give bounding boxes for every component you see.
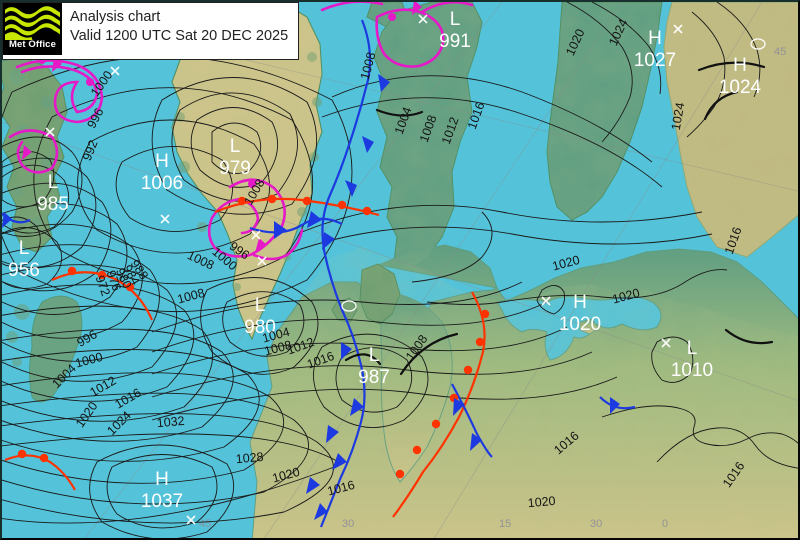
svg-text:45: 45 bbox=[774, 46, 786, 58]
svg-text:L: L bbox=[255, 295, 266, 316]
svg-text:30: 30 bbox=[590, 518, 602, 530]
svg-text:0: 0 bbox=[662, 518, 668, 530]
svg-text:H: H bbox=[733, 55, 747, 76]
svg-text:H: H bbox=[155, 469, 169, 490]
svg-text:956: 956 bbox=[8, 260, 40, 281]
svg-text:979: 979 bbox=[219, 158, 251, 179]
svg-text:1024: 1024 bbox=[719, 77, 762, 98]
svg-text:1020: 1020 bbox=[527, 494, 556, 510]
svg-text:1006: 1006 bbox=[141, 173, 183, 194]
svg-text:45: 45 bbox=[199, 518, 211, 530]
svg-text:30: 30 bbox=[342, 518, 354, 530]
svg-text:15: 15 bbox=[499, 518, 511, 530]
svg-text:H: H bbox=[573, 292, 587, 313]
svg-text:1037: 1037 bbox=[141, 491, 183, 512]
svg-text:L: L bbox=[48, 172, 59, 193]
svg-text:991: 991 bbox=[439, 31, 471, 52]
svg-text:L: L bbox=[230, 136, 241, 157]
svg-text:1020: 1020 bbox=[559, 314, 601, 335]
svg-text:L: L bbox=[19, 238, 30, 259]
svg-text:L: L bbox=[687, 338, 698, 359]
svg-text:987: 987 bbox=[358, 367, 390, 388]
svg-text:L: L bbox=[450, 9, 461, 30]
svg-text:H: H bbox=[155, 151, 169, 172]
svg-text:H: H bbox=[648, 28, 662, 49]
svg-text:1028: 1028 bbox=[235, 450, 264, 466]
svg-text:985: 985 bbox=[37, 194, 69, 215]
svg-text:1032: 1032 bbox=[156, 414, 185, 430]
svg-text:L: L bbox=[369, 345, 380, 366]
svg-text:1010: 1010 bbox=[671, 360, 713, 381]
svg-text:1027: 1027 bbox=[634, 50, 676, 71]
